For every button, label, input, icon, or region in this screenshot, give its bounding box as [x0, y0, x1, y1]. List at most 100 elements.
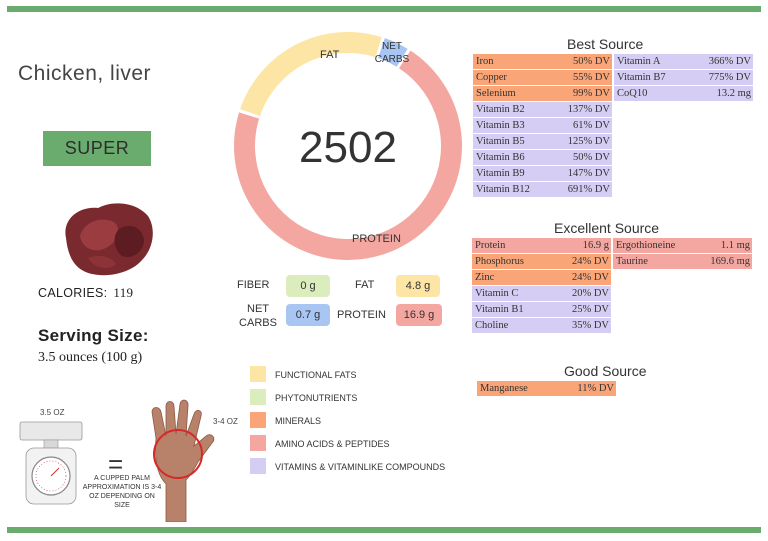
scale-label: 3.5 OZ: [40, 408, 65, 417]
equals-sign: =: [108, 449, 124, 479]
nutrient-name: CoQ10: [617, 88, 648, 99]
bottom-border: [7, 527, 761, 533]
top-border: [7, 6, 761, 12]
nutrient-name: Vitamin B1: [475, 304, 524, 315]
nutrient-value: 1.1 mg: [720, 240, 750, 251]
nutrient-row: Vitamin B12 691% DV: [473, 182, 612, 197]
nutrient-value: 50% DV: [572, 56, 610, 67]
nutrient-value: 16.9 g: [582, 240, 609, 251]
legend-swatch: [250, 412, 266, 428]
good-source-title: Good Source: [564, 363, 647, 379]
calories-label: CALORIES:: [38, 286, 108, 300]
legend-label: PHYTONUTRIENTS: [275, 393, 358, 403]
legend-swatch: [250, 458, 266, 474]
legend-swatch: [250, 366, 266, 382]
legend-label: MINERALS: [275, 416, 322, 426]
fat-segment: [240, 31, 382, 116]
fat-value: 4.8 g: [396, 275, 440, 297]
nutrient-value: 366% DV: [708, 56, 751, 67]
nutrient-name: Vitamin B3: [476, 120, 525, 131]
nutrient-name: Protein: [475, 240, 506, 251]
chicken-liver-image: [65, 203, 153, 276]
nutrient-value: 125% DV: [567, 136, 610, 147]
legend-swatch: [250, 435, 266, 451]
protein-segment-label: PROTEIN: [352, 233, 401, 245]
nutrient-value: 20% DV: [571, 288, 609, 299]
kitchen-scale-icon: [19, 421, 83, 505]
nutrient-row: Zinc 24% DV: [472, 270, 611, 285]
nutrient-name: Vitamin B2: [476, 104, 525, 115]
nutrient-name: Vitamin B7: [617, 72, 666, 83]
nutrient-row: Vitamin B2 137% DV: [473, 102, 612, 117]
nutrient-row: Protein 16.9 g: [472, 238, 611, 253]
nutrient-name: Vitamin B5: [476, 136, 525, 147]
rating-badge: SUPER: [43, 131, 151, 166]
nutrient-value: 137% DV: [567, 104, 610, 115]
nutrient-name: Manganese: [480, 383, 528, 394]
nutrient-name: Iron: [476, 56, 494, 67]
nutrient-name: Vitamin A: [617, 56, 661, 67]
nutrient-name: Vitamin C: [475, 288, 519, 299]
nutrient-value: 25% DV: [571, 304, 609, 315]
nutrient-row: Copper 55% DV: [473, 70, 612, 85]
fiber-label: FIBER: [237, 279, 270, 291]
net-carbs-segment-label: NET CARBS: [374, 41, 410, 65]
macro-donut-chart: FAT NET CARBS PROTEIN 2502: [234, 31, 463, 260]
nutrient-value: 50% DV: [572, 152, 610, 163]
serving-size-value: 3.5 ounces (100 g): [38, 350, 143, 365]
nutrient-row: Vitamin B5 125% DV: [473, 134, 612, 149]
nutrient-row: Iron 50% DV: [473, 54, 612, 69]
excellent-source-title: Excellent Source: [554, 220, 660, 236]
nutrient-name: Vitamin B9: [476, 168, 525, 179]
nutrient-value: 691% DV: [567, 184, 610, 195]
nutrient-name: Vitamin B6: [476, 152, 525, 163]
nutrient-value: 24% DV: [571, 256, 609, 267]
net-carbs-value: 0.7 g: [286, 304, 330, 326]
nutrient-row: Vitamin B1 25% DV: [472, 302, 611, 317]
cupped-hand-icon: [151, 399, 215, 522]
nutrient-row: Manganese 11% DV: [477, 381, 616, 396]
nutrient-value: 147% DV: [567, 168, 610, 179]
nutrient-row: Choline 35% DV: [472, 318, 611, 333]
nutrient-row: Vitamin C 20% DV: [472, 286, 611, 301]
legend-label: AMINO ACIDS & PEPTIDES: [275, 439, 390, 449]
nutrient-name: Choline: [475, 320, 509, 331]
fiber-value: 0 g: [286, 275, 330, 297]
nutrient-score: 2502: [299, 123, 397, 172]
best-source-title: Best Source: [567, 36, 644, 52]
protein-value: 16.9 g: [396, 304, 442, 326]
nutrient-value: 775% DV: [708, 72, 751, 83]
protein-label: PROTEIN: [337, 309, 386, 321]
nutrient-name: Ergothioneine: [616, 240, 676, 251]
nutrient-row: Selenium 99% DV: [473, 86, 612, 101]
nutrient-row: Vitamin B6 50% DV: [473, 150, 612, 165]
nutrient-name: Phosphorus: [475, 256, 525, 267]
legend-swatch: [250, 389, 266, 405]
nutrient-value: 11% DV: [577, 383, 614, 394]
nutrient-row: Vitamin A 366% DV: [614, 54, 753, 69]
nutrient-value: 13.2 mg: [716, 88, 751, 99]
nutrient-row: Vitamin B9 147% DV: [473, 166, 612, 181]
nutrient-row: CoQ10 13.2 mg: [614, 86, 753, 101]
nutrient-name: Vitamin B12: [476, 184, 530, 195]
nutrient-row: Taurine 169.6 mg: [613, 254, 752, 269]
legend-label: FUNCTIONAL FATS: [275, 370, 357, 380]
nutrient-row: Phosphorus 24% DV: [472, 254, 611, 269]
nutrient-value: 35% DV: [571, 320, 609, 331]
fat-segment-label: FAT: [320, 49, 340, 61]
nutrient-value: 61% DV: [572, 120, 610, 131]
nutrient-value: 24% DV: [571, 272, 609, 283]
nutrient-name: Copper: [476, 72, 507, 83]
food-name: Chicken, liver: [18, 62, 152, 85]
nutrient-value: 55% DV: [572, 72, 610, 83]
nutrient-value: 99% DV: [572, 88, 610, 99]
nutrient-row: Ergothioneine 1.1 mg: [613, 238, 752, 253]
fat-label: FAT: [355, 279, 375, 291]
nutrient-value: 169.6 mg: [710, 256, 750, 267]
nutrient-name: Selenium: [476, 88, 516, 99]
nutrient-name: Zinc: [475, 272, 495, 283]
hand-label: 3-4 OZ: [213, 417, 238, 426]
nutrient-row: Vitamin B3 61% DV: [473, 118, 612, 133]
nutrient-row: Vitamin B7 775% DV: [614, 70, 753, 85]
calories: CALORIES: 119: [38, 285, 133, 301]
